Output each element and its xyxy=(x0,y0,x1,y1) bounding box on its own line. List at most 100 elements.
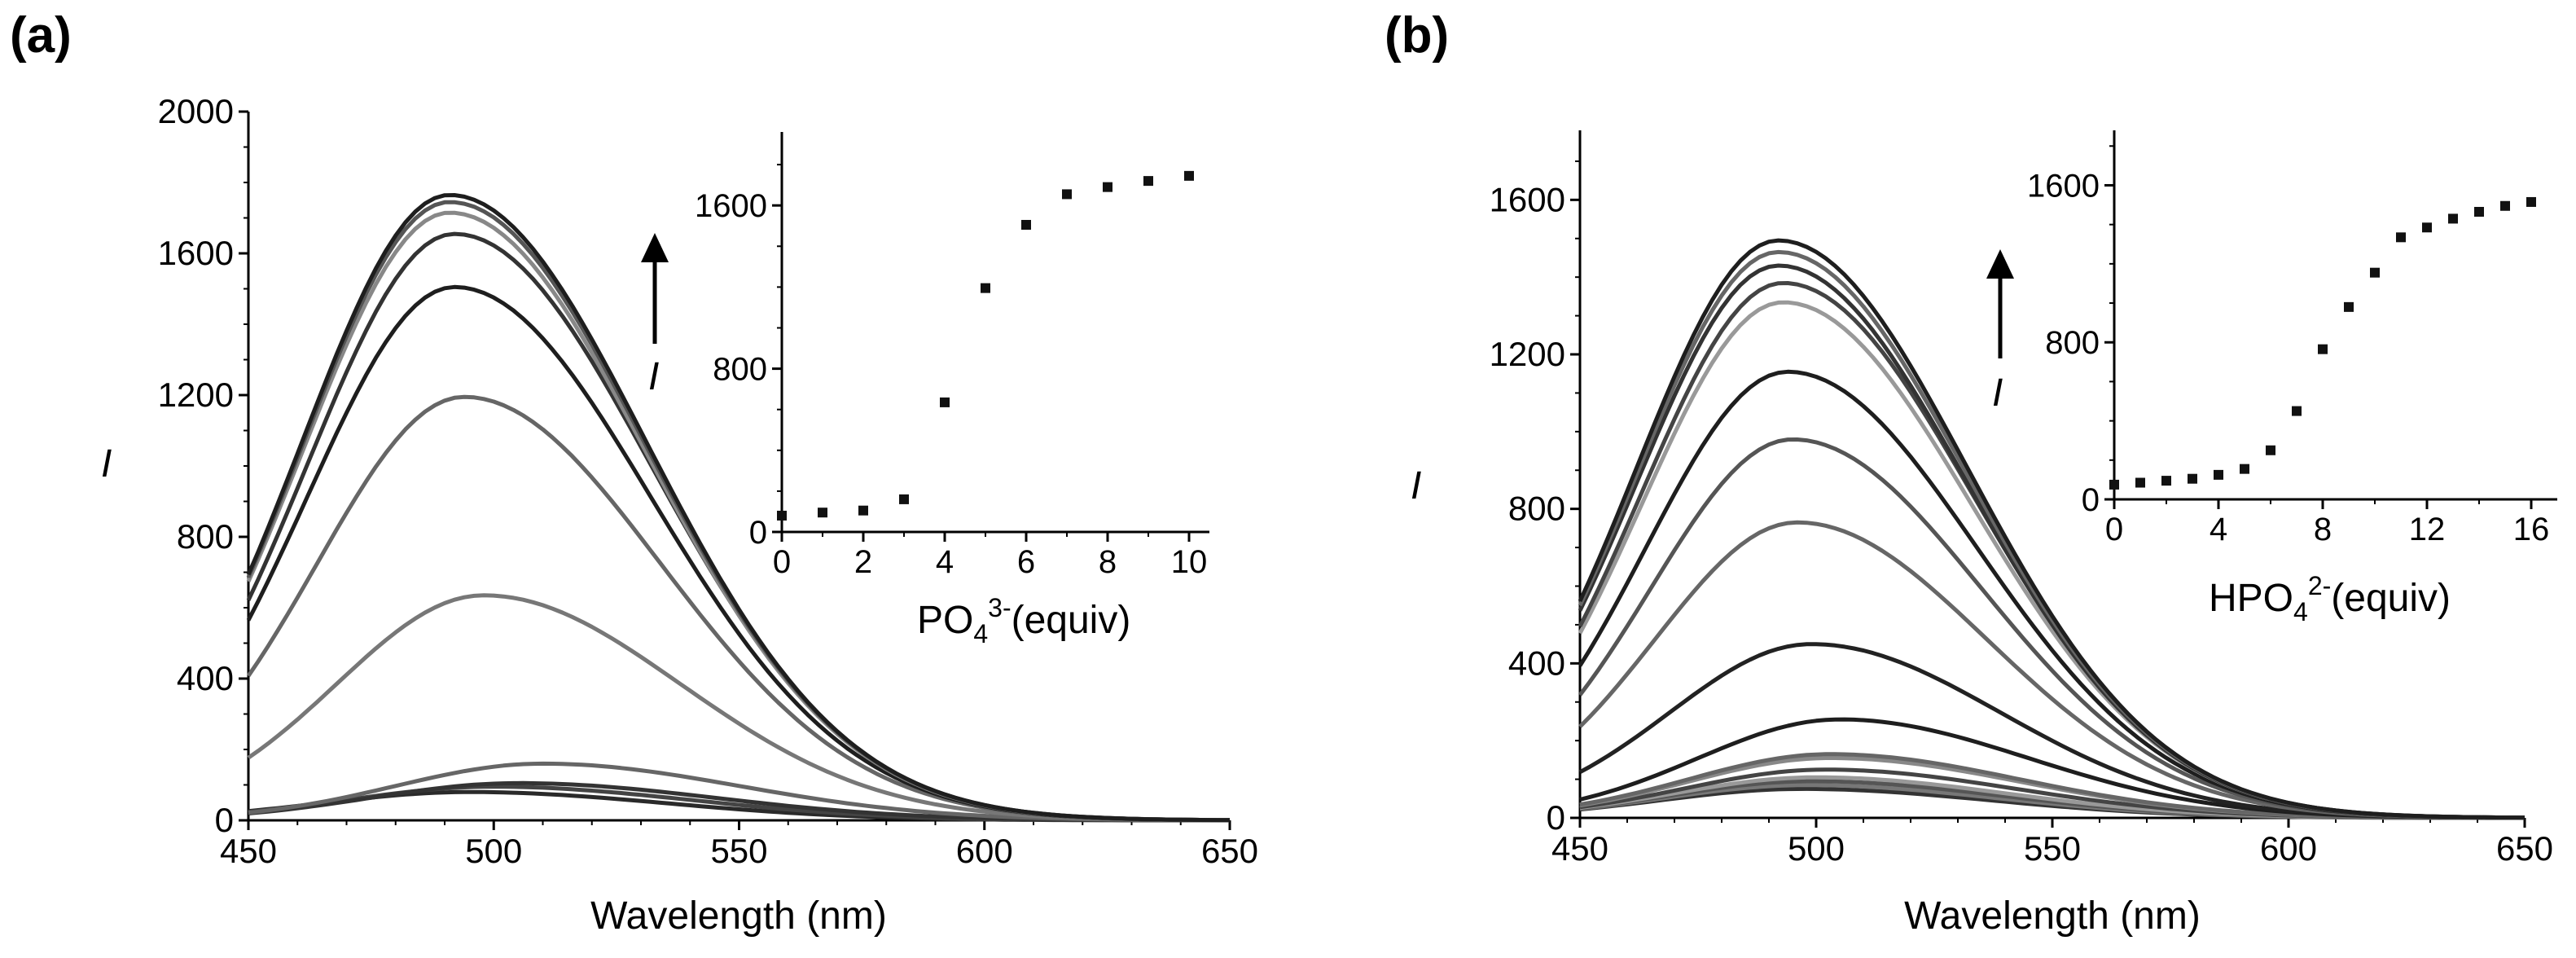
panel-b-inset-point xyxy=(2526,196,2536,207)
panel-a-x-axis-title: Wavelength (nm) xyxy=(590,894,887,938)
panel-b-inset-x-tick-label: 8 xyxy=(2314,512,2332,547)
panel-b-inset-x-tick-label: 0 xyxy=(2105,512,2123,547)
panel-a-y-tick-label: 2000 xyxy=(158,92,234,130)
panel-b-x-tick-label: 650 xyxy=(2496,829,2553,868)
up-arrow-icon xyxy=(641,233,669,262)
panel-b-spectrum-line-13 xyxy=(1578,281,2526,820)
inset-xlabel-sub: 4 xyxy=(2293,597,2308,626)
inset-xlabel-base: PO xyxy=(917,599,973,642)
inset-xlabel-sub: 4 xyxy=(973,619,988,648)
panel-b-y-tick-label: 1200 xyxy=(1490,335,1565,373)
panel-b-y-tick-label: 400 xyxy=(1508,644,1565,682)
inset-xlabel-sup: 3- xyxy=(988,593,1011,622)
panel-a-y-tick-label: 1200 xyxy=(158,376,234,414)
panel-b-inset-point xyxy=(2500,200,2510,211)
panel-b-inset-point xyxy=(2135,477,2145,488)
panel-a-inset-point xyxy=(981,283,990,293)
inset-xlabel-tail: (equiv) xyxy=(2331,577,2451,620)
panel-a-y-axis-title: I xyxy=(101,442,112,486)
panel-b-inset-point xyxy=(2370,267,2380,278)
panel-b-inset-point xyxy=(2344,301,2354,312)
panel-b-inset-ticks: 0 4 8 12 16 0 800 1600 xyxy=(2027,145,2550,547)
panel-b-inset-x-tick-label: 4 xyxy=(2210,512,2227,547)
panel-a-inset-point xyxy=(1062,189,1072,200)
panel-b-inset-arrow xyxy=(1986,249,2014,358)
panel-a-y-tick-label: 400 xyxy=(177,659,234,697)
panel-a-inset-point xyxy=(1103,182,1112,192)
panel-a-inset-point xyxy=(1184,170,1194,181)
panel-b-inset-points xyxy=(2109,196,2536,490)
panel-b-inset-point xyxy=(2214,469,2223,480)
panel-b-inset-y-tick-label: 0 xyxy=(2082,482,2100,518)
panel-a-x-tick-label: 550 xyxy=(710,832,767,870)
panel-b-inset-point xyxy=(2318,344,2328,354)
panel-b-x-tick-label: 600 xyxy=(2260,829,2317,868)
panel-a-inset-point xyxy=(1021,219,1031,230)
panel-b-inset-point xyxy=(2266,445,2275,455)
panel-b-inset-y-axis-title: I xyxy=(1992,371,2003,415)
panel-a-inset-point xyxy=(940,397,950,407)
panel-a-spectrum-line-7 xyxy=(246,231,1231,823)
panel-b-inset-point xyxy=(2396,232,2406,243)
panel-b-inset-point xyxy=(2292,406,2302,416)
panel-a-spectrum-line-8 xyxy=(246,210,1230,823)
panel-b-x-tick-label: 500 xyxy=(1788,829,1845,868)
panel-b-inset-y-tick-label: 1600 xyxy=(2027,168,2100,204)
panel-a-inset-y-tick-label: 1600 xyxy=(695,188,767,224)
panel-a-inset-y-axis-title: I xyxy=(648,355,659,398)
panel-a-inset-points xyxy=(777,170,1194,521)
panel-b-x-axis-title: Wavelength (nm) xyxy=(1904,894,2201,938)
panel-a-inset-point xyxy=(777,510,787,521)
panel-b-spectrum-line-3 xyxy=(1579,775,2526,820)
panel-a-inset-point xyxy=(1143,176,1153,187)
panel-b-y-tick-label: 800 xyxy=(1508,490,1565,528)
panel-b-inset-point xyxy=(2448,213,2458,224)
inset-xlabel-tail: (equiv) xyxy=(1012,599,1131,642)
panel-a-inset-x-tick-label: 8 xyxy=(1099,544,1117,580)
panel-b-inset-x-tick-label: 12 xyxy=(2409,512,2446,547)
panel-a-inset-point xyxy=(858,505,868,516)
panel-b-y-axis-title: I xyxy=(1411,464,1421,508)
panel-a-spectrum-line-2 xyxy=(248,780,1230,823)
panel-b-inset-point xyxy=(2240,464,2249,474)
panel-b-y-tick-label: 1600 xyxy=(1490,180,1565,218)
panel-a-curves xyxy=(246,193,1231,823)
panel-a-inset-x-tick-label: 2 xyxy=(854,544,872,580)
panel-a-y-tick-label: 0 xyxy=(215,801,234,839)
panel-b-curves xyxy=(1578,238,2526,820)
up-arrow-icon xyxy=(1986,249,2014,279)
panel-a-x-tick-label: 600 xyxy=(956,832,1013,870)
panel-a-inset-point xyxy=(818,508,827,518)
inset-xlabel-sup: 2- xyxy=(2308,571,2331,600)
panel-a-inset-y-tick-label: 800 xyxy=(713,352,767,388)
panel-a-x-tick-label: 450 xyxy=(220,832,277,870)
panel-b-inset-point xyxy=(2474,206,2484,217)
panel-b-inset-x-axis-title: HPO42-(equiv) xyxy=(2209,571,2451,626)
panel-a-y-tick-label: 1600 xyxy=(158,234,234,272)
panel-b-x-tick-label: 550 xyxy=(2024,829,2081,868)
panel-a-inset-y-tick-label: 0 xyxy=(749,515,767,551)
panel-b-x-tick-label: 450 xyxy=(1551,829,1608,868)
panel-a-y-tick-label: 800 xyxy=(177,517,234,556)
panel-a-label: (a) xyxy=(10,7,72,64)
panel-a-inset-x-tick-label: 0 xyxy=(773,544,791,580)
panel-a-inset-ticks: 0 2 4 6 8 10 0 800 1600 xyxy=(695,164,1207,580)
panel-a-x-tick-label: 500 xyxy=(465,832,522,870)
panel-a-spectrum-line-10 xyxy=(246,193,1230,823)
panel-b-label: (b) xyxy=(1385,7,1449,64)
panel-b-inset-x-tick-label: 16 xyxy=(2513,512,2550,547)
panel-b-inset-point xyxy=(2422,222,2432,233)
panel-a-x-tick-label: 650 xyxy=(1201,832,1258,870)
panel-b-y-tick-label: 0 xyxy=(1547,798,1565,837)
panel-a-inset-x-tick-label: 6 xyxy=(1017,544,1035,580)
panel-a-inset-x-tick-label: 4 xyxy=(936,544,954,580)
inset-xlabel-base: HPO xyxy=(2209,577,2293,620)
